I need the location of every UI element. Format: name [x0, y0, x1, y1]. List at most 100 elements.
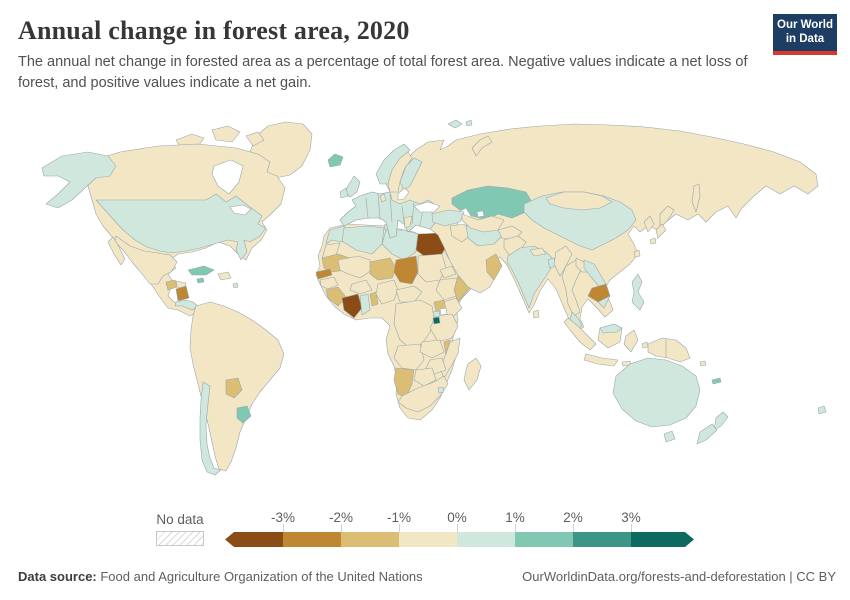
country-burundi[interactable] [432, 316, 441, 325]
country-indonesia[interactable] [583, 353, 619, 367]
country-guatemala[interactable] [165, 279, 178, 291]
country-malaysia[interactable] [599, 323, 623, 334]
legend-tick-mark [341, 524, 342, 532]
country-india[interactable] [506, 245, 555, 309]
country-jamaica[interactable] [196, 277, 205, 284]
legend-bar: -3% -2% -1% 0% 1% 2% 3% [225, 510, 694, 547]
legend-tick-mark [399, 524, 400, 532]
country-black-sea [413, 201, 441, 213]
country-uruguay[interactable] [236, 405, 252, 424]
country-sri-lanka[interactable] [532, 309, 540, 319]
legend-tick-mark [573, 524, 574, 532]
country-sierra-leone-liberia[interactable] [325, 286, 347, 307]
country-japan[interactable] [655, 223, 667, 239]
country-new-zealand[interactable] [713, 411, 729, 431]
legend-no-data-swatch[interactable] [156, 531, 204, 546]
country-chad[interactable] [393, 255, 419, 285]
owid-logo-line1: Our World [777, 19, 834, 31]
country-canadian-arctic-islands[interactable] [245, 131, 265, 147]
country-philippines[interactable] [631, 273, 645, 311]
country-cameroon-car[interactable] [395, 285, 423, 303]
country-indonesia[interactable] [641, 341, 649, 349]
country-algeria[interactable] [341, 225, 385, 255]
legend-tick-label: -3% [270, 510, 296, 525]
country-taiwan[interactable] [633, 249, 641, 258]
country-madagascar[interactable] [463, 357, 482, 391]
country-denmark[interactable] [379, 193, 387, 203]
country-chile[interactable] [199, 381, 222, 476]
country-guinea[interactable] [319, 276, 339, 290]
legend-segment-7[interactable] [573, 532, 631, 547]
country-mali[interactable] [337, 255, 373, 279]
country-nepal[interactable] [529, 247, 547, 257]
country-rwanda[interactable] [432, 310, 441, 318]
country-australia[interactable] [612, 357, 701, 428]
legend-tick-label: -2% [328, 510, 354, 525]
country-novaya-zemlya[interactable] [471, 135, 493, 157]
country-new-zealand[interactable] [696, 423, 718, 445]
country-solomon-islands[interactable] [699, 360, 707, 367]
country-costa-rica-panama[interactable] [174, 299, 199, 311]
country-mexico[interactable] [114, 235, 178, 285]
country-baltic-sea [397, 187, 410, 201]
country-korea[interactable] [643, 215, 655, 233]
chart-footer: Data source: Food and Agriculture Organi… [18, 569, 836, 584]
legend-segment-4[interactable] [399, 532, 457, 547]
country-hispaniola[interactable] [217, 271, 232, 281]
country-lesser-antilles[interactable] [232, 282, 239, 289]
legend-tick-mark [457, 524, 458, 532]
legend-segment-6[interactable] [515, 532, 573, 547]
country-cambodia[interactable] [587, 283, 611, 303]
country-ireland[interactable] [339, 187, 349, 199]
legend-no-data-label: No data [156, 512, 204, 527]
country-sakhalin[interactable] [691, 183, 701, 213]
country-alaska[interactable] [41, 151, 117, 209]
legend-segment-8[interactable] [631, 532, 694, 547]
country-paraguay[interactable] [225, 377, 243, 399]
country-new-guinea[interactable] [647, 337, 691, 363]
legend-tick-label: 2% [563, 510, 583, 525]
legend-segment-5[interactable] [457, 532, 515, 547]
country-togo-benin[interactable] [369, 291, 379, 307]
country-cote-divoire[interactable] [341, 293, 363, 319]
country-greece[interactable] [403, 215, 413, 229]
country-niger[interactable] [369, 257, 397, 281]
data-source-value: Food and Agriculture Organization of the… [96, 569, 423, 584]
country-svalbard[interactable] [447, 119, 463, 129]
country-burkina-faso[interactable] [349, 279, 373, 295]
country-eswatini[interactable] [437, 386, 445, 394]
footer-link[interactable]: OurWorldinData.org/forests-and-deforesta… [522, 569, 836, 584]
country-cuba[interactable] [187, 265, 215, 276]
legend-segment-1[interactable] [225, 532, 283, 547]
country-turkey[interactable] [431, 209, 465, 227]
country-fiji[interactable] [817, 405, 827, 415]
legend-segment-3[interactable] [341, 532, 399, 547]
country-south-africa[interactable] [397, 375, 449, 413]
country-canadian-arctic-islands[interactable] [211, 125, 241, 143]
country-eritrea[interactable] [439, 265, 457, 279]
country-iceland[interactable] [327, 153, 344, 168]
country-svalbard[interactable] [465, 119, 473, 127]
legend-segment-2[interactable] [283, 532, 341, 547]
country-indonesia[interactable] [563, 317, 597, 351]
country-dr-congo[interactable] [393, 299, 435, 349]
page-title: Annual change in forest area, 2020 [18, 16, 410, 45]
country-senegal[interactable] [315, 268, 333, 280]
country-nigeria[interactable] [375, 279, 399, 305]
country-japan[interactable] [649, 237, 657, 245]
country-zambia[interactable] [419, 339, 445, 359]
legend-tick-label: 1% [505, 510, 525, 525]
europe-borders [365, 193, 425, 227]
country-ghana[interactable] [359, 293, 371, 316]
country-oman[interactable] [485, 253, 503, 281]
country-botswana[interactable] [413, 367, 437, 387]
country-australia[interactable] [663, 430, 676, 443]
country-indonesia[interactable] [623, 329, 639, 353]
country-nicaragua[interactable] [175, 285, 190, 302]
country-mexico[interactable] [107, 236, 126, 266]
country-usa[interactable] [95, 193, 267, 261]
country-mongolia[interactable] [545, 191, 613, 211]
owid-logo[interactable]: Our World in Data [773, 14, 837, 55]
data-source-label: Data source: [18, 569, 97, 584]
country-new-caledonia[interactable] [711, 377, 722, 385]
